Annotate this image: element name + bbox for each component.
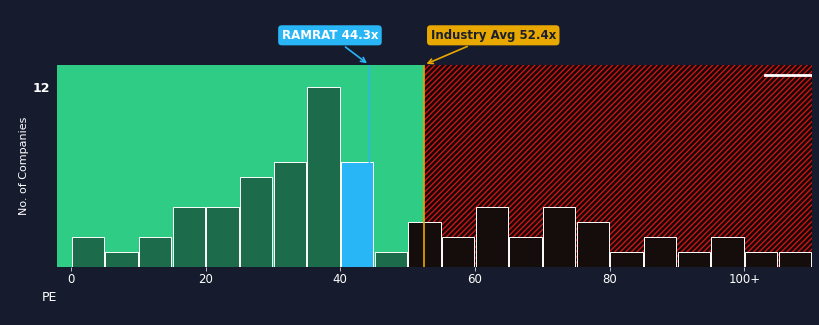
Y-axis label: No. of Companies: No. of Companies xyxy=(19,117,29,215)
Bar xyxy=(423,65,811,266)
Bar xyxy=(341,162,373,266)
Bar xyxy=(711,237,743,266)
Bar xyxy=(576,222,609,266)
Bar xyxy=(475,207,508,266)
Bar xyxy=(307,87,339,266)
Bar xyxy=(778,252,810,266)
Bar xyxy=(542,207,575,266)
Bar xyxy=(677,252,709,266)
Bar xyxy=(509,237,541,266)
Bar xyxy=(57,65,423,266)
Bar xyxy=(105,252,138,266)
Bar xyxy=(643,237,676,266)
Text: RAMRAT 44.3x: RAMRAT 44.3x xyxy=(282,29,378,62)
Bar xyxy=(240,177,272,266)
Bar xyxy=(408,222,440,266)
Bar xyxy=(609,252,642,266)
Bar xyxy=(138,237,171,266)
Bar xyxy=(172,207,205,266)
Bar xyxy=(71,237,104,266)
Bar xyxy=(206,207,238,266)
Bar xyxy=(423,65,811,266)
Text: Industry Avg 52.4x: Industry Avg 52.4x xyxy=(428,29,555,63)
Bar xyxy=(744,252,776,266)
Bar xyxy=(374,252,406,266)
X-axis label: PE: PE xyxy=(42,291,57,304)
Bar xyxy=(441,237,473,266)
Bar xyxy=(274,162,305,266)
